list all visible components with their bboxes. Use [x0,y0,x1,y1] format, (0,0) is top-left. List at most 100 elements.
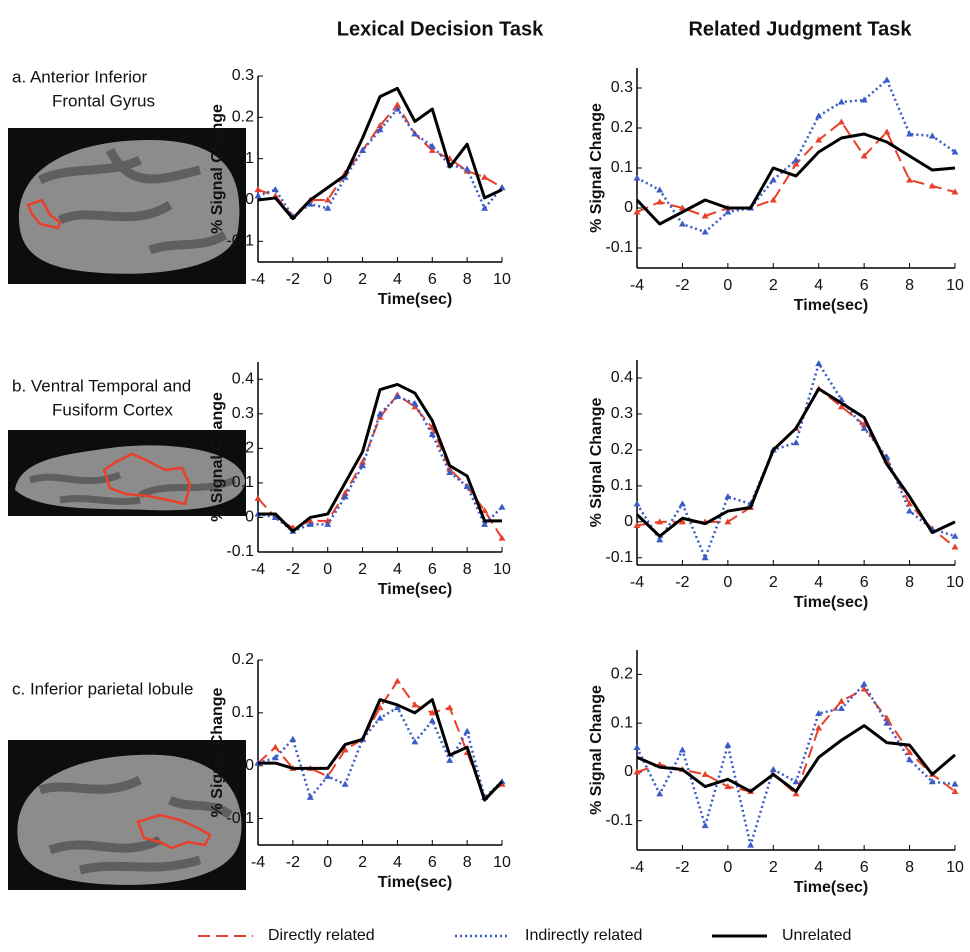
x-tick-label: 2 [769,859,778,876]
y-tick-label: 0.1 [232,704,254,721]
point-marker [952,544,959,550]
x-tick-label: 8 [463,854,472,871]
point-marker [307,794,314,800]
x-axis-label: Time(sec) [794,297,868,314]
x-tick-label: 2 [769,574,778,591]
point-marker [702,771,709,777]
x-tick-label: 6 [428,854,437,871]
y-tick-label: 0.2 [611,441,633,458]
series-line [258,384,502,531]
point-marker [815,725,822,731]
point-marker [411,701,418,707]
x-tick-label: 8 [905,574,914,591]
legend-label: Unrelated [782,927,851,944]
point-marker [793,439,800,445]
x-tick-label: -2 [286,854,300,871]
y-tick-label: 0.1 [232,150,254,167]
point-marker [770,177,777,183]
x-tick-label: -4 [251,561,265,578]
y-tick-label: 0.2 [232,109,254,126]
row-label: Fusiform Cortex [52,400,173,419]
series-line [637,364,955,558]
point-marker [394,678,401,684]
y-axis-label: % Signal Change [588,103,605,233]
series-line [637,684,955,845]
figure: Lexical Decision Task Related Judgment T… [0,0,970,952]
point-marker [747,842,754,848]
x-tick-label: 8 [905,859,914,876]
point-marker [464,728,471,734]
point-marker [929,183,936,189]
point-marker [255,192,262,198]
x-tick-label: 4 [814,277,823,294]
y-tick-label: -0.1 [605,812,633,829]
y-tick-label: 0.2 [232,651,254,668]
y-tick-label: 0.1 [611,714,633,731]
x-tick-label: -2 [675,859,689,876]
y-tick-label: 0.2 [611,666,633,683]
series-line [258,397,502,532]
point-marker [793,157,800,163]
row-label: Frontal Gyrus [52,91,155,110]
series-line [258,105,502,217]
x-tick-label: -2 [286,271,300,288]
x-tick-label: 10 [946,277,964,294]
point-marker [446,757,453,763]
x-tick-label: 0 [723,859,732,876]
x-tick-label: 4 [814,574,823,591]
point-marker [499,504,506,510]
column-title: Lexical Decision Task [337,18,544,40]
y-tick-label: 0.2 [611,119,633,136]
y-tick-label: -0.1 [605,239,633,256]
x-axis-label: Time(sec) [378,874,452,891]
point-marker [377,715,384,721]
point-marker [815,113,822,119]
x-tick-label: -4 [630,277,644,294]
x-tick-label: 6 [428,561,437,578]
point-marker [883,129,890,135]
point-marker [770,766,777,772]
x-axis-label: Time(sec) [378,581,452,598]
point-marker [634,744,641,750]
y-tick-label: 0.4 [232,370,254,387]
x-tick-label: 8 [463,561,472,578]
point-marker [255,186,262,192]
y-tick-label: -0.1 [226,543,254,560]
x-tick-label: -4 [251,271,265,288]
y-axis-label: % Signal Change [588,685,605,815]
y-tick-label: 0.1 [232,474,254,491]
x-tick-label: 10 [493,561,511,578]
x-tick-label: 2 [769,277,778,294]
point-marker [634,500,641,506]
point-marker [679,500,686,506]
series-line [637,689,955,794]
point-marker [634,175,641,181]
y-tick-label: 0 [245,509,254,526]
y-tick-label: 0.3 [232,405,254,422]
x-tick-label: -2 [675,574,689,591]
x-axis-label: Time(sec) [794,594,868,611]
x-tick-label: 6 [860,277,869,294]
point-marker [679,747,686,753]
point-marker [883,77,890,83]
point-marker [324,205,331,211]
y-axis-label: % Signal Change [209,688,226,818]
point-marker [815,360,822,366]
legend-label: Directly related [268,927,375,944]
x-tick-label: 4 [393,561,402,578]
point-marker [255,495,262,501]
y-tick-label: 0 [245,191,254,208]
x-tick-label: 8 [463,271,472,288]
x-tick-label: 10 [493,271,511,288]
point-marker [906,508,913,514]
x-tick-label: 2 [358,561,367,578]
x-tick-label: 0 [323,561,332,578]
x-tick-label: 0 [323,271,332,288]
x-tick-label: 10 [493,854,511,871]
y-tick-label: -0.1 [605,549,633,566]
y-axis-label: % Signal Change [209,104,226,234]
point-marker [929,133,936,139]
point-marker [906,756,913,762]
y-tick-label: 0.3 [611,405,633,422]
